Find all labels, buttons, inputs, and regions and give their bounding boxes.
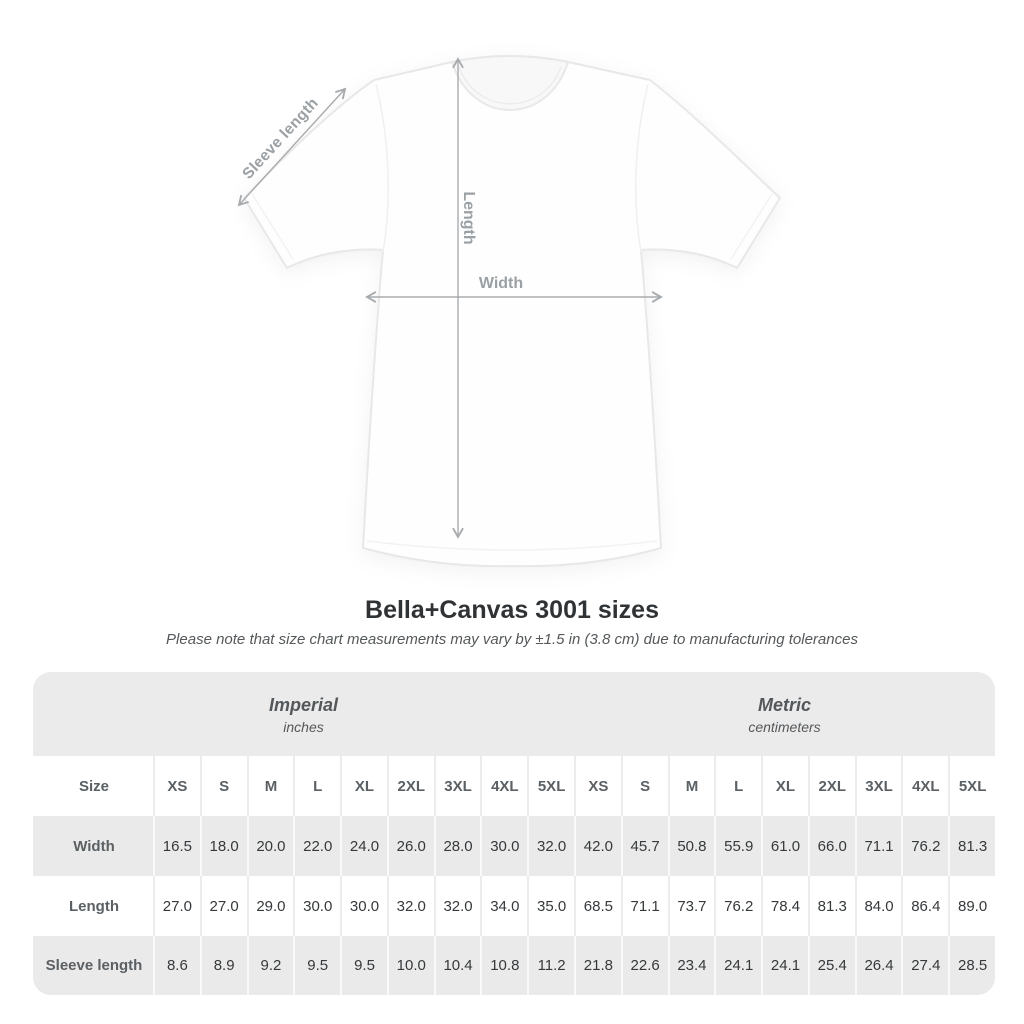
imperial-value: 30.0 (480, 816, 528, 876)
imperial-value: 22.0 (293, 816, 341, 876)
metric-size-header: S (620, 756, 668, 816)
imperial-size-header: L (293, 756, 341, 816)
metric-value: 28.5 (948, 936, 995, 995)
imperial-value: 32.0 (527, 816, 574, 876)
metric-value: 76.2 (714, 876, 762, 936)
imperial-size-header: XS (153, 756, 200, 816)
imperial-value: 28.0 (433, 816, 481, 876)
metric-group-label: Metric (757, 695, 811, 715)
imperial-value: 20.0 (246, 816, 294, 876)
size-corner-header: Size (33, 756, 153, 816)
metric-value: 89.0 (948, 876, 995, 936)
tolerance-note: Please note that size chart measurements… (166, 631, 858, 648)
imperial-value: 26.0 (386, 816, 434, 876)
tshirt-graphic (243, 55, 781, 568)
length-dim-label: Length (460, 191, 477, 245)
metric-value: 42.0 (574, 816, 621, 876)
metric-value: 81.3 (948, 816, 995, 876)
metric-value: 71.1 (854, 816, 902, 876)
page-title: Bella+Canvas 3001 sizes (365, 596, 659, 624)
metric-size-header: L (714, 756, 762, 816)
collar (450, 55, 570, 111)
row-label: Length (33, 876, 153, 936)
metric-value: 21.8 (574, 936, 621, 995)
imperial-value: 35.0 (527, 876, 574, 936)
metric-value: 61.0 (761, 816, 808, 876)
row-label: Sleeve length (33, 936, 153, 995)
metric-value: 22.6 (620, 936, 668, 995)
metric-size-header: 4XL (901, 756, 949, 816)
imperial-value: 34.0 (480, 876, 528, 936)
imperial-value: 9.5 (340, 936, 387, 995)
metric-value: 84.0 (854, 876, 902, 936)
imperial-group-label: Imperial (268, 695, 339, 715)
metric-value: 24.1 (761, 936, 808, 995)
imperial-value: 32.0 (433, 876, 481, 936)
imperial-size-header: 4XL (480, 756, 528, 816)
metric-size-header: 2XL (807, 756, 855, 816)
row-label: Width (33, 816, 153, 876)
imperial-value: 10.0 (386, 936, 434, 995)
imperial-value: 8.9 (199, 936, 247, 995)
imperial-value: 29.0 (246, 876, 294, 936)
left-armhole-seam (375, 83, 389, 253)
right-sleeve-seam (730, 193, 773, 260)
metric-value: 27.4 (901, 936, 949, 995)
tshirt-diagram (237, 55, 781, 568)
imperial-value: 10.8 (480, 936, 528, 995)
metric-value: 66.0 (807, 816, 855, 876)
right-armhole-seam (635, 83, 649, 253)
metric-value: 55.9 (714, 816, 762, 876)
imperial-value: 9.5 (293, 936, 341, 995)
metric-value: 26.4 (854, 936, 902, 995)
imperial-value: 10.4 (433, 936, 481, 995)
imperial-value: 30.0 (293, 876, 341, 936)
width-dim-label: Width (478, 275, 524, 292)
tshirt-outline (243, 55, 781, 568)
imperial-value: 27.0 (199, 876, 247, 936)
imperial-group-header: Imperial inches (33, 672, 574, 756)
imperial-value: 27.0 (153, 876, 200, 936)
metric-size-header: 5XL (948, 756, 995, 816)
imperial-value: 11.2 (527, 936, 574, 995)
metric-value: 68.5 (574, 876, 621, 936)
metric-size-header: 3XL (854, 756, 902, 816)
sleeve-length-arrow (237, 87, 347, 207)
imperial-size-header: 3XL (433, 756, 481, 816)
imperial-value: 8.6 (153, 936, 200, 995)
metric-value: 78.4 (761, 876, 808, 936)
imperial-size-header: XL (340, 756, 387, 816)
bottom-hem-seam (366, 540, 658, 551)
metric-group-unit: centimeters (748, 719, 821, 735)
imperial-size-header: S (199, 756, 247, 816)
imperial-value: 24.0 (340, 816, 387, 876)
metric-value: 24.1 (714, 936, 762, 995)
size-table: Imperial inches Metric centimeters Size X… (33, 672, 995, 995)
metric-value: 25.4 (807, 936, 855, 995)
imperial-value: 30.0 (340, 876, 387, 936)
metric-value: 86.4 (901, 876, 949, 936)
imperial-value: 9.2 (246, 936, 294, 995)
metric-value: 50.8 (667, 816, 715, 876)
metric-group-header: Metric centimeters (574, 672, 995, 756)
collar-band-seam (458, 66, 562, 105)
metric-value: 23.4 (667, 936, 715, 995)
imperial-value: 32.0 (386, 876, 434, 936)
imperial-size-header: 5XL (527, 756, 574, 816)
metric-size-header: M (667, 756, 715, 816)
imperial-group-unit: inches (283, 719, 324, 735)
metric-size-header: XS (574, 756, 621, 816)
metric-size-header: XL (761, 756, 808, 816)
imperial-value: 18.0 (199, 816, 247, 876)
imperial-value: 16.5 (153, 816, 200, 876)
metric-value: 81.3 (807, 876, 855, 936)
metric-value: 73.7 (667, 876, 715, 936)
imperial-size-header: M (246, 756, 294, 816)
metric-value: 71.1 (620, 876, 668, 936)
metric-value: 45.7 (620, 816, 668, 876)
imperial-size-header: 2XL (386, 756, 434, 816)
metric-value: 76.2 (901, 816, 949, 876)
